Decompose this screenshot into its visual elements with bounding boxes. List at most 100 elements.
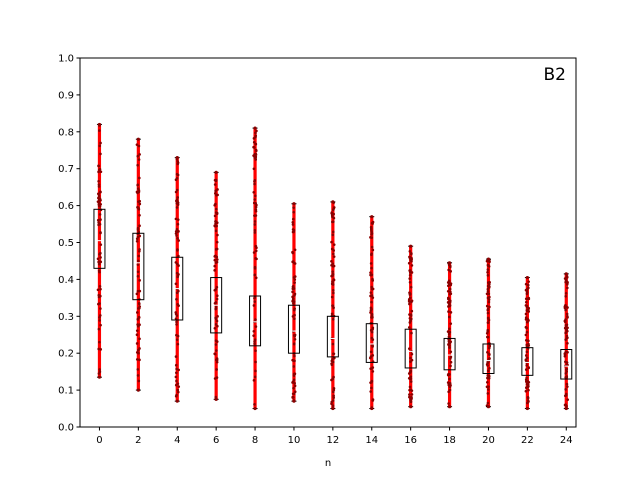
observation-point [485,385,489,389]
observation-point [331,208,335,212]
observation-point [291,220,295,224]
observation-point [410,271,414,274]
observation-point [331,272,335,276]
observation-point [525,364,529,367]
observation-point [293,292,297,296]
observation-point [370,245,374,249]
x-tick-label: 8 [252,435,258,446]
observation-point [175,314,179,317]
observation-point [524,354,528,357]
observation-point [331,304,335,308]
observation-point [369,294,372,298]
observation-point [98,316,101,319]
observation-point [98,319,101,322]
observation-point [330,214,334,217]
observation-point [524,316,528,319]
observation-point [525,382,529,386]
observation-point [214,179,218,182]
observation-point [97,221,100,224]
observation-point [565,275,569,278]
observation-point [448,315,451,319]
observations-strip [214,172,218,400]
observation-point [487,374,491,378]
observation-point [291,290,294,294]
observation-point [527,344,531,347]
observation-point [96,218,100,222]
observation-point [175,297,178,301]
observation-point [370,367,373,370]
observation-point [175,271,179,275]
observation-point [293,317,296,321]
min-marker [253,406,257,411]
observation-point [410,264,414,267]
observation-point [331,230,335,234]
observation-point [97,194,101,198]
observation-point [215,357,219,360]
observation-point [369,236,372,239]
observation-point [330,260,333,263]
observation-point [253,198,256,201]
iqr-box [404,328,417,369]
observation-point [136,274,140,278]
observation-point [331,283,335,286]
observation-point [449,290,452,294]
observation-points [485,258,492,407]
iqr-box [326,315,339,358]
min-marker [292,399,296,403]
observation-point [447,310,450,313]
observation-point [214,288,218,291]
observation-point [176,342,180,346]
box-group-n-0 [93,122,106,379]
observation-point [291,396,294,399]
observation-point [448,327,451,331]
observation-point [525,330,529,334]
observation-point [565,361,569,364]
box-group-n-18 [443,261,456,409]
observation-point [176,390,180,394]
observation-point [213,254,217,258]
observation-point [138,224,141,227]
observation-point [215,360,219,364]
observation-point [332,390,335,394]
observation-point [215,297,219,301]
observation-point [254,318,257,321]
observation-point [177,289,180,293]
observation-point [252,329,256,333]
observation-point [371,326,375,330]
observation-point [253,403,256,406]
observation-point [486,311,490,315]
observation-point [371,354,375,357]
observation-point [563,320,567,324]
observation-point [216,233,219,237]
x-tick-label: 20 [482,435,495,446]
observation-point [330,212,333,215]
observation-point [214,189,217,193]
observation-point [176,222,180,226]
observation-point [216,193,219,197]
observation-point [488,305,491,309]
observation-points [174,157,181,398]
observation-point [408,255,412,259]
observation-point [253,231,257,234]
observation-point [97,185,101,188]
observation-point [410,352,414,356]
observation-point [214,261,218,264]
observation-point [99,287,102,291]
observation-point [331,220,334,224]
observation-point [138,289,142,293]
observation-point [565,375,569,378]
observation-point [564,291,568,295]
box-group-n-8 [249,126,262,411]
observation-point [446,381,450,384]
observation-point [136,226,140,230]
observation-point [409,397,412,401]
observation-point [99,307,102,310]
observation-point [136,368,140,371]
observation-point [526,380,529,383]
observation-point [252,146,256,149]
observation-point [293,313,296,317]
observation-point [99,152,102,156]
observation-point [98,205,102,208]
observation-point [566,329,569,333]
observation-point [408,296,412,300]
